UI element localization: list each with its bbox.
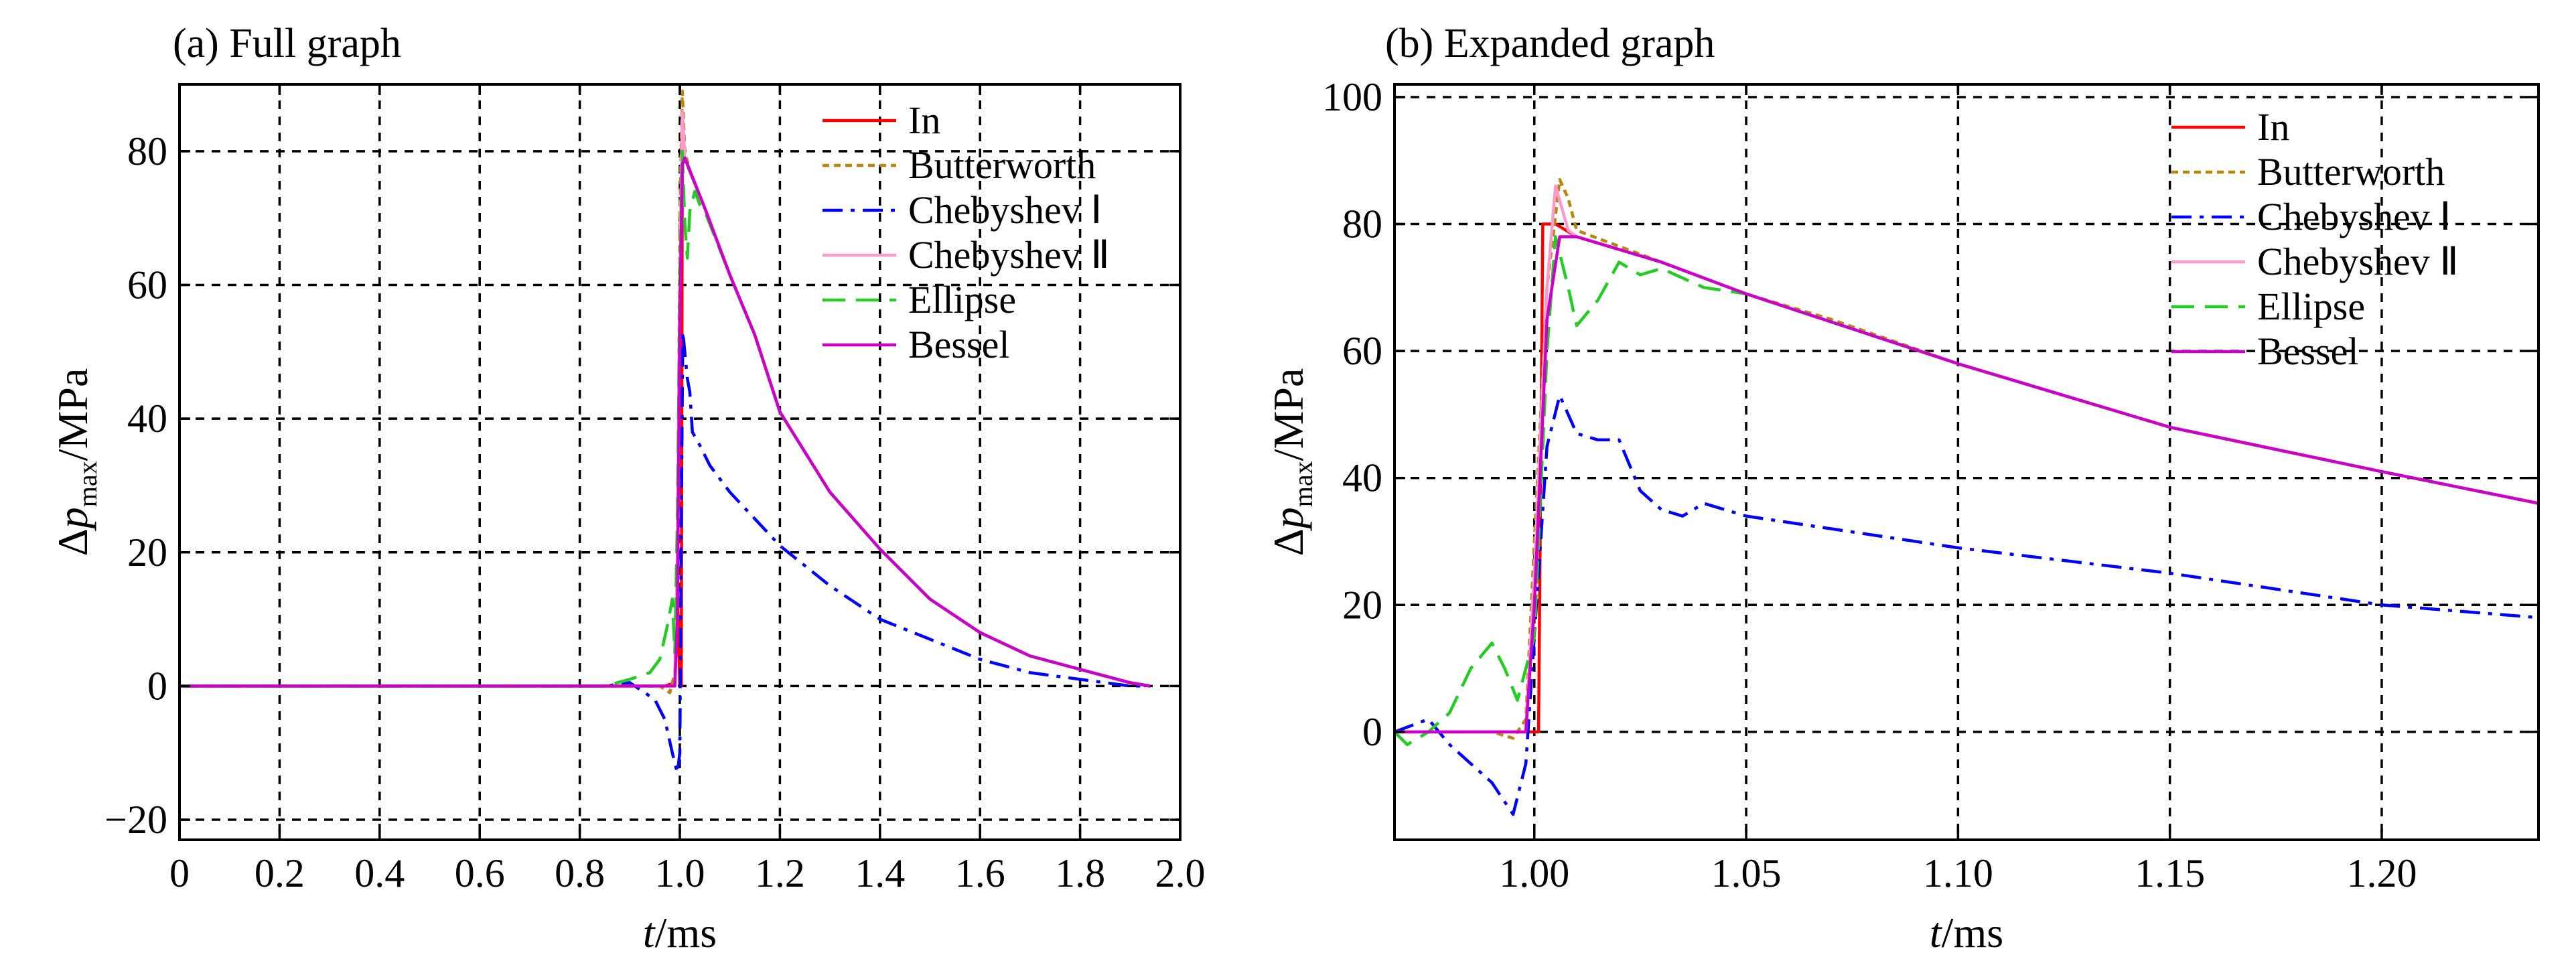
legend-label: Butterworth [908, 143, 1096, 187]
x-tick-label: 1.8 [1055, 851, 1105, 895]
x-tick-label: 1.15 [2135, 851, 2205, 895]
legend-item: Bessel [2171, 329, 2358, 373]
x-tick-label: 1.10 [1923, 851, 1993, 895]
x-tick-label: 0 [169, 851, 190, 895]
legend-item: Chebyshev Ⅰ [822, 188, 1102, 232]
chart-panel-0: 0 0.2 0.4 0.6 0.8 1.0 1.2 1.4 1.6 1.8 2.0−20020406… [49, 21, 1206, 956]
legend-label: Bessel [2257, 329, 2358, 373]
legend-item: Butterworth [2171, 150, 2445, 194]
tick-labels: 0 0.2 0.4 0.6 0.8 1.0 1.2 1.4 1.6 1.8 2.0−20020406… [104, 84, 1206, 895]
y-axis-label: Δpmax/MPa [49, 368, 102, 557]
legend-label: Chebyshev Ⅱ [2257, 240, 2459, 283]
legend-label: Chebyshev Ⅰ [908, 188, 1102, 232]
legend-item: Chebyshev Ⅱ [822, 233, 1110, 277]
x-tick-label: 1.05 [1711, 851, 1782, 895]
y-tick-label: 80 [1342, 202, 1382, 246]
y-tick-label: 20 [1342, 583, 1382, 627]
x-tick-label: 1.0 [655, 851, 705, 895]
legend-label: Ellipse [908, 278, 1016, 321]
x-tick-label: 1.20 [2346, 851, 2417, 895]
legend-item: Butterworth [822, 143, 1096, 187]
legend-item: Ellipse [822, 278, 1016, 321]
chart-panel-1: 1.00 1.05 1.10 1.15 1.20 0 20 40 60 80 100(b) Expa… [1265, 21, 2540, 956]
legend-label: Butterworth [2257, 150, 2445, 194]
legend-item: Ellipse [2171, 285, 2365, 328]
legend-item: In [2171, 105, 2289, 149]
series-line-chebyshev [1394, 394, 2538, 816]
plot-frame [1393, 83, 2540, 841]
y-tick-label: −20 [104, 798, 167, 842]
x-axis-label: t/ms [643, 909, 717, 956]
series-line-bessel [180, 156, 1151, 688]
series-group [180, 89, 1151, 775]
legend-label: Bessel [908, 323, 1009, 366]
y-tick-label: 100 [1322, 75, 1382, 119]
legend-item: In [822, 98, 940, 142]
series-group [1394, 177, 2538, 816]
legend-label: In [2257, 105, 2289, 149]
series-line-ellipse [1394, 235, 2538, 747]
legend-label: Ellipse [2257, 285, 2365, 328]
y-tick-label: 0 [1362, 710, 1382, 754]
series-line-bessel [1394, 235, 2538, 734]
grid [1394, 84, 2538, 840]
x-tick-label: 1.2 [755, 851, 805, 895]
legend-item: Bessel [822, 323, 1009, 366]
y-tick-label: 60 [1342, 329, 1382, 373]
x-tick-label: 0.2 [255, 851, 305, 895]
legend-label: Chebyshev Ⅱ [908, 233, 1110, 277]
legend-label: Chebyshev Ⅰ [2257, 195, 2451, 238]
y-tick-label: 0 [147, 664, 167, 708]
y-tick-label: 40 [1342, 456, 1382, 500]
y-tick-label: 80 [127, 129, 167, 173]
y-tick-label: 40 [127, 396, 167, 441]
panel-title: (b) Expanded graph [1385, 21, 1715, 66]
legend-label: In [908, 98, 940, 142]
x-tick-label: 2.0 [1155, 851, 1206, 895]
x-tick-label: 1.6 [955, 851, 1005, 895]
legend-item: Chebyshev Ⅰ [2171, 195, 2451, 238]
x-tick-label: 0.8 [555, 851, 605, 895]
x-tick-label: 0.4 [354, 851, 405, 895]
y-tick-label: 60 [127, 263, 167, 307]
series-line-butterworth [180, 89, 1151, 694]
x-tick-label: 1.4 [855, 851, 905, 895]
x-tick-label: 0.6 [455, 851, 505, 895]
x-axis-label: t/ms [1930, 909, 2003, 956]
y-tick-label: 20 [127, 530, 167, 575]
panel-title: (a) Full graph [173, 21, 401, 66]
x-tick-label: 1.00 [1499, 851, 1569, 895]
legend-item: Chebyshev Ⅱ [2171, 240, 2459, 283]
tick-labels: 1.00 1.05 1.10 1.15 1.20 0 20 40 60 80 100 [1322, 75, 2538, 895]
y-axis-label: Δpmax/MPa [1265, 368, 1318, 557]
